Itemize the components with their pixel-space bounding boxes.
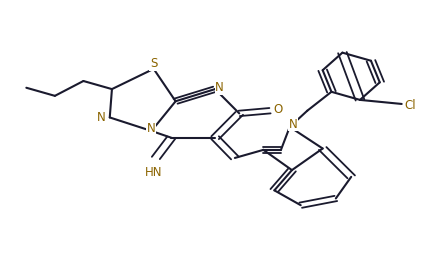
Text: S: S	[150, 57, 157, 70]
Text: N: N	[147, 122, 155, 135]
Text: Cl: Cl	[403, 99, 414, 112]
Text: N: N	[96, 111, 105, 124]
Text: HN: HN	[145, 166, 162, 179]
Text: N: N	[215, 81, 223, 94]
Text: N: N	[288, 118, 297, 131]
Text: O: O	[272, 103, 282, 116]
